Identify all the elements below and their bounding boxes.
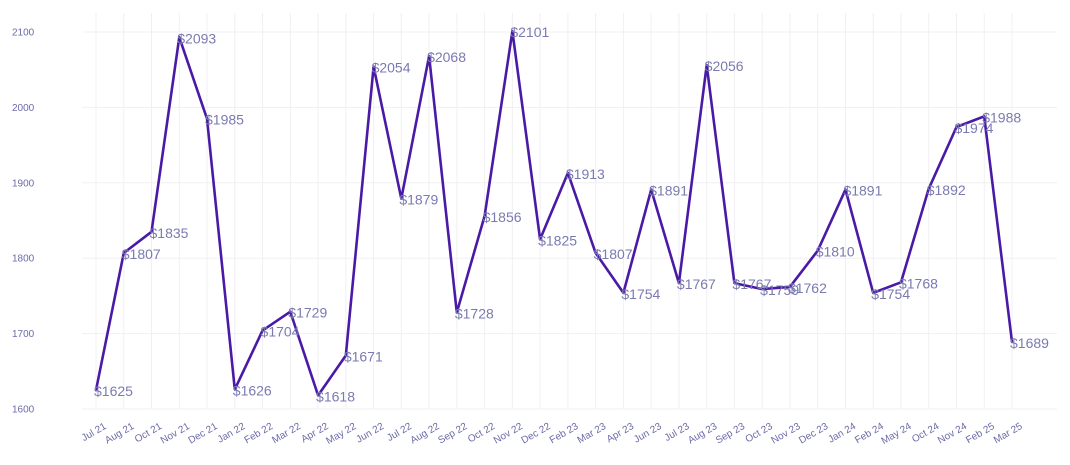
- data-labels: $1625 $1807 $1835 $2093 $1985 $1626 $1704 $1729…: [94, 24, 1049, 404]
- data-label: $1671: [344, 348, 383, 364]
- data-label: $1626: [233, 382, 272, 398]
- x-tick-label: Sep 23: [714, 421, 747, 447]
- x-tick-label: Feb 23: [548, 421, 581, 446]
- y-tick-label: 1600: [12, 405, 35, 416]
- x-tick-label: Jun 22: [355, 421, 387, 446]
- x-tick-label: Sep 22: [436, 421, 469, 447]
- data-label: $2093: [177, 30, 216, 46]
- x-tick-label: Aug 23: [686, 421, 719, 447]
- data-label: $1767: [732, 276, 771, 292]
- data-label: $1689: [1010, 335, 1049, 351]
- data-label: $1762: [788, 280, 827, 296]
- data-label: $1767: [677, 276, 716, 292]
- x-tick-label: Dec 21: [187, 421, 220, 447]
- data-label: $2101: [510, 24, 549, 40]
- x-tick-label: Nov 22: [492, 421, 525, 447]
- series-line: [94, 29, 1014, 397]
- x-tick-label: Jan 24: [826, 421, 858, 446]
- data-label: $1618: [316, 388, 355, 404]
- x-tick-label: Mar 22: [270, 421, 303, 446]
- data-label: $2068: [427, 49, 466, 65]
- x-tick-label: Nov 24: [936, 421, 969, 447]
- data-label: $1807: [122, 246, 161, 262]
- data-label: $2056: [705, 58, 744, 74]
- data-label: $1729: [288, 305, 327, 321]
- y-tick-label: 2100: [12, 28, 35, 39]
- x-tick-label: Dec 22: [520, 421, 553, 447]
- data-label: $1835: [150, 225, 189, 241]
- x-tick-label: Aug 22: [409, 421, 442, 447]
- x-tick-label: Oct 21: [133, 421, 164, 445]
- data-label: $1856: [483, 209, 522, 225]
- x-tick-label: Mar 25: [992, 421, 1025, 446]
- x-tick-label: Oct 24: [910, 421, 941, 445]
- data-label: $1810: [816, 244, 855, 260]
- y-axis: 1600 1700 1800 1900 2000 2100: [12, 28, 35, 416]
- data-label: $1728: [455, 305, 494, 321]
- data-label: $1892: [927, 182, 966, 198]
- y-tick-label: 1700: [12, 329, 35, 340]
- x-tick-label: Nov 21: [159, 421, 192, 447]
- x-tick-label: Nov 23: [769, 421, 802, 447]
- y-tick-label: 2000: [12, 103, 35, 114]
- x-tick-label: May 24: [880, 421, 914, 447]
- data-label: $2054: [372, 60, 411, 76]
- data-label: $1807: [594, 246, 633, 262]
- x-tick-label: Apr 23: [605, 421, 636, 445]
- data-label: $1759: [760, 282, 799, 298]
- data-label: $1754: [621, 286, 660, 302]
- data-label: $1913: [566, 166, 605, 182]
- grid: [82, 13, 1057, 410]
- data-label: $1625: [94, 383, 133, 399]
- x-tick-label: May 22: [324, 421, 358, 447]
- x-tick-label: Aug 21: [103, 421, 136, 447]
- data-label: $1985: [205, 112, 244, 128]
- x-tick-label: Feb 24: [853, 421, 886, 446]
- x-tick-label: Dec 23: [797, 421, 830, 447]
- data-label: $1704: [261, 324, 300, 340]
- x-tick-label: Feb 25: [964, 421, 997, 446]
- x-tick-label: Mar 23: [576, 421, 609, 446]
- data-label: $1825: [538, 232, 577, 248]
- x-tick-label: Oct 22: [466, 421, 497, 445]
- data-label: $1754: [871, 286, 910, 302]
- data-label: $1974: [954, 120, 993, 136]
- y-tick-label: 1900: [12, 178, 35, 189]
- x-tick-label: Jun 23: [632, 421, 664, 446]
- data-label: $1891: [843, 183, 882, 199]
- data-label: $1879: [399, 192, 438, 208]
- data-label: $1988: [982, 109, 1021, 125]
- x-tick-label: Oct 23: [744, 421, 775, 445]
- x-tick-label: Feb 22: [243, 421, 276, 446]
- y-tick-label: 1800: [12, 254, 35, 265]
- data-label: $1891: [649, 183, 688, 199]
- data-label: $1768: [899, 275, 938, 291]
- x-tick-label: Jan 22: [216, 421, 248, 446]
